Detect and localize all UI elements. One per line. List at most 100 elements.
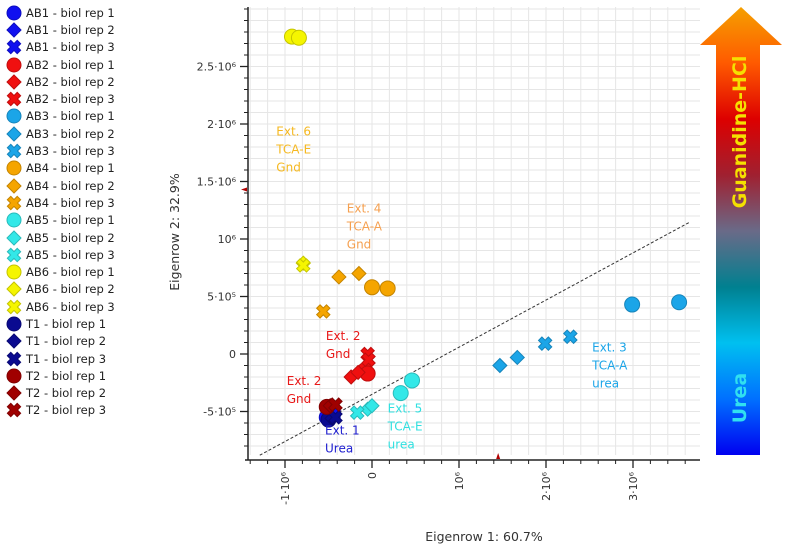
annotation-line: urea [388, 438, 415, 452]
legend-marker-diamond-icon [6, 229, 22, 246]
point-x [563, 329, 578, 345]
annotation-line: TCA-E [275, 143, 311, 157]
annotation-line: Ext. 2 [326, 329, 361, 343]
legend-label: AB4 - biol rep 2 [26, 178, 115, 193]
legend-label: AB3 - biol rep 2 [26, 126, 115, 141]
legend-marker-circle-icon [6, 57, 22, 73]
point-diamond [6, 385, 22, 401]
legend-marker-circle-icon [6, 5, 22, 21]
annotation-line: Ext. 4 [347, 202, 382, 216]
point-diamond [331, 269, 347, 285]
arrow-top-label: Guanidine-HCl [729, 56, 751, 209]
point-circle [6, 368, 22, 384]
point-x [6, 247, 22, 263]
point-x [349, 405, 365, 421]
point-circle [379, 280, 396, 297]
legend-marker-x-icon [6, 195, 22, 211]
point-diamond [364, 398, 380, 414]
point-diamond [351, 265, 367, 282]
annotation-line: Gnd [276, 161, 301, 175]
x-tick-label: 2·10⁶ [540, 471, 553, 500]
arrow-bottom-label: Urea [729, 373, 751, 424]
legend-label: AB3 - biol rep 3 [26, 144, 115, 159]
point-diamond [350, 364, 366, 381]
legend-label: T2 - biol rep 2 [26, 386, 107, 401]
legend-label: T1 - biol rep 3 [26, 351, 107, 366]
annotation-label: Ext. 3 TCA-A urea [591, 341, 628, 391]
point-x [6, 299, 22, 315]
y-tick-label: -5·10⁵ [203, 406, 236, 419]
annotation-label: Ext. 4 TCA-A Gnd [346, 202, 383, 252]
annotation-label: Ext. 6 TCA-E Gnd [275, 125, 311, 175]
point-diamond [6, 177, 22, 194]
legend-item: T1 - biol rep 1 [6, 315, 115, 332]
point-circle [6, 212, 22, 228]
y-axis-marker [241, 187, 247, 192]
legend-label: AB1 - biol rep 3 [26, 40, 115, 55]
point-circle [364, 279, 380, 296]
annotation-line: Gnd [287, 392, 312, 406]
legend-item: AB5 - biol rep 2 [6, 229, 115, 246]
legend-label: T1 - biol rep 1 [26, 316, 107, 331]
point-x [328, 397, 343, 412]
annotation-line: Urea [325, 442, 353, 456]
legend-label: AB3 - biol rep 1 [26, 109, 115, 124]
point-x [6, 403, 22, 418]
point-circle [6, 57, 22, 73]
legend-marker-diamond-icon [6, 333, 22, 349]
legend-marker-circle-icon [6, 108, 22, 124]
point-circle [6, 160, 22, 176]
x-axis-marker [496, 453, 501, 459]
legend-marker-diamond-icon [6, 177, 22, 194]
legend-marker-circle-icon [6, 212, 22, 228]
legend-label: AB5 - biol rep 2 [26, 230, 115, 245]
x-tick-label: 3·10⁶ [627, 471, 640, 500]
legend-marker-diamond-icon [6, 74, 22, 90]
legend-item: AB4 - biol rep 3 [6, 194, 115, 211]
annotation-line: Ext. 6 [276, 125, 311, 139]
legend-marker-x-icon [6, 351, 22, 366]
legend-marker-x-icon [6, 143, 22, 159]
annotation-label: Ext. 1 Urea [325, 424, 360, 456]
annotation-label: Ext. 5 TCA-E urea [387, 402, 423, 452]
point-x [361, 352, 376, 368]
legend-marker-circle-icon [6, 264, 22, 280]
legend-label: AB2 - biol rep 1 [26, 57, 115, 72]
legend-item: T2 - biol rep 1 [6, 367, 115, 384]
legend-marker-diamond-icon [6, 385, 22, 401]
point-diamond [6, 229, 22, 246]
legend-marker-x-icon [6, 247, 22, 263]
legend-label: T2 - biol rep 1 [26, 368, 107, 383]
annotation-label: Ext. 2 Gnd [326, 329, 361, 361]
annotation-line: TCA-A [346, 220, 383, 234]
legend-item: AB3 - biol rep 3 [6, 142, 115, 159]
legend-label: AB5 - biol rep 3 [26, 247, 115, 262]
point-x [328, 409, 343, 425]
point-circle [6, 316, 22, 332]
legend-item: AB1 - biol rep 2 [6, 21, 115, 38]
annotation-line: urea [592, 377, 619, 391]
point-diamond [492, 357, 508, 374]
legend-item: AB1 - biol rep 3 [6, 39, 115, 56]
legend-item: T2 - biol rep 3 [6, 402, 115, 419]
legend-marker-circle-icon [6, 160, 22, 176]
legend-label: AB5 - biol rep 1 [26, 213, 115, 228]
legend-label: AB2 - biol rep 3 [26, 92, 115, 107]
legend-item: AB2 - biol rep 1 [6, 56, 115, 73]
legend-marker-x-icon [6, 299, 22, 315]
annotation-line: Ext. 3 [592, 341, 627, 355]
y-tick-label: 5·10⁵ [207, 291, 236, 304]
point-circle [6, 5, 22, 21]
axes: -1·10⁶ 0 10⁶ 2·10⁶ 3·10⁶ -5·10⁵ 0 5·10⁵ 10⁶ 1.5·1… [197, 7, 700, 505]
y-tick-label: 10⁶ [218, 233, 237, 246]
legend-marker-x-icon [6, 91, 22, 107]
point-circle [624, 296, 641, 313]
legend-marker-circle-icon [6, 368, 22, 384]
legend-label: AB4 - biol rep 3 [26, 195, 115, 210]
point-circle [671, 294, 688, 311]
legend-item: AB2 - biol rep 2 [6, 73, 115, 90]
annotation-label: Ext. 2 Gnd [287, 374, 322, 406]
legend-item: AB3 - biol rep 2 [6, 125, 115, 142]
